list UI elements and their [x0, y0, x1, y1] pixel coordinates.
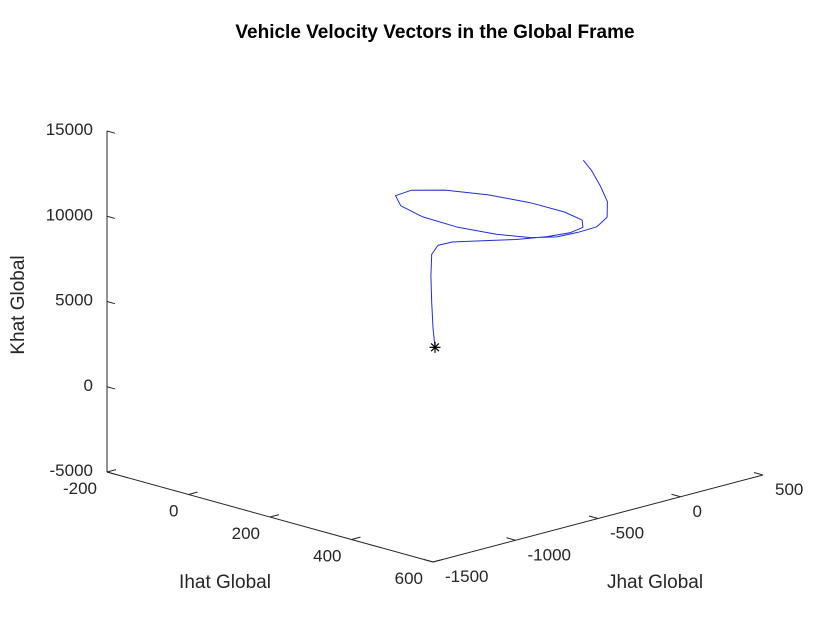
z-tick-label: 0 [84, 376, 93, 395]
x-tick-label: 600 [395, 569, 423, 588]
y-tick-mark [753, 472, 764, 476]
z-tick-mark [106, 301, 116, 305]
x-tick-mark [106, 469, 117, 473]
z-tick-mark [106, 215, 116, 219]
y-tick-label: -1000 [528, 545, 571, 564]
z-tick-mark [106, 471, 116, 475]
y-tick-mark [588, 515, 599, 519]
plot-area [395, 159, 608, 353]
y-tick-mark [423, 559, 434, 563]
z-tick-label: 10000 [46, 205, 93, 224]
x-tick-mark [432, 559, 443, 563]
z-axis-label: Khat Global [8, 255, 29, 354]
z-tick-mark [106, 386, 116, 390]
x-tick-label: 0 [169, 502, 178, 521]
trajectory-line [395, 159, 608, 348]
x-tick-mark [188, 491, 198, 495]
y-tick-mark [506, 537, 516, 541]
y-tick-label: 500 [775, 480, 803, 499]
chart-title: Vehicle Velocity Vectors in the Global F… [235, 22, 634, 43]
x-tick-mark [269, 514, 280, 518]
x-tick-label: 200 [232, 524, 260, 543]
y-tick-label: -1500 [445, 567, 488, 586]
x-tick-label: 400 [313, 547, 341, 566]
z-tick-label: -5000 [50, 461, 93, 480]
x-tick-label: -200 [63, 479, 97, 498]
start-point-marker [429, 341, 441, 353]
y-tick-label: 0 [693, 502, 702, 521]
z-tick-label: 15000 [46, 120, 93, 139]
y-tick-mark [671, 493, 681, 498]
z-tick-label: 5000 [55, 291, 93, 310]
x-axis-label: Ihat Global [179, 572, 271, 593]
y-tick-label: -500 [610, 524, 644, 543]
y-axis-label: Jhat Global [607, 572, 703, 593]
x-tick-mark [351, 536, 361, 540]
z-tick-mark [106, 130, 116, 134]
